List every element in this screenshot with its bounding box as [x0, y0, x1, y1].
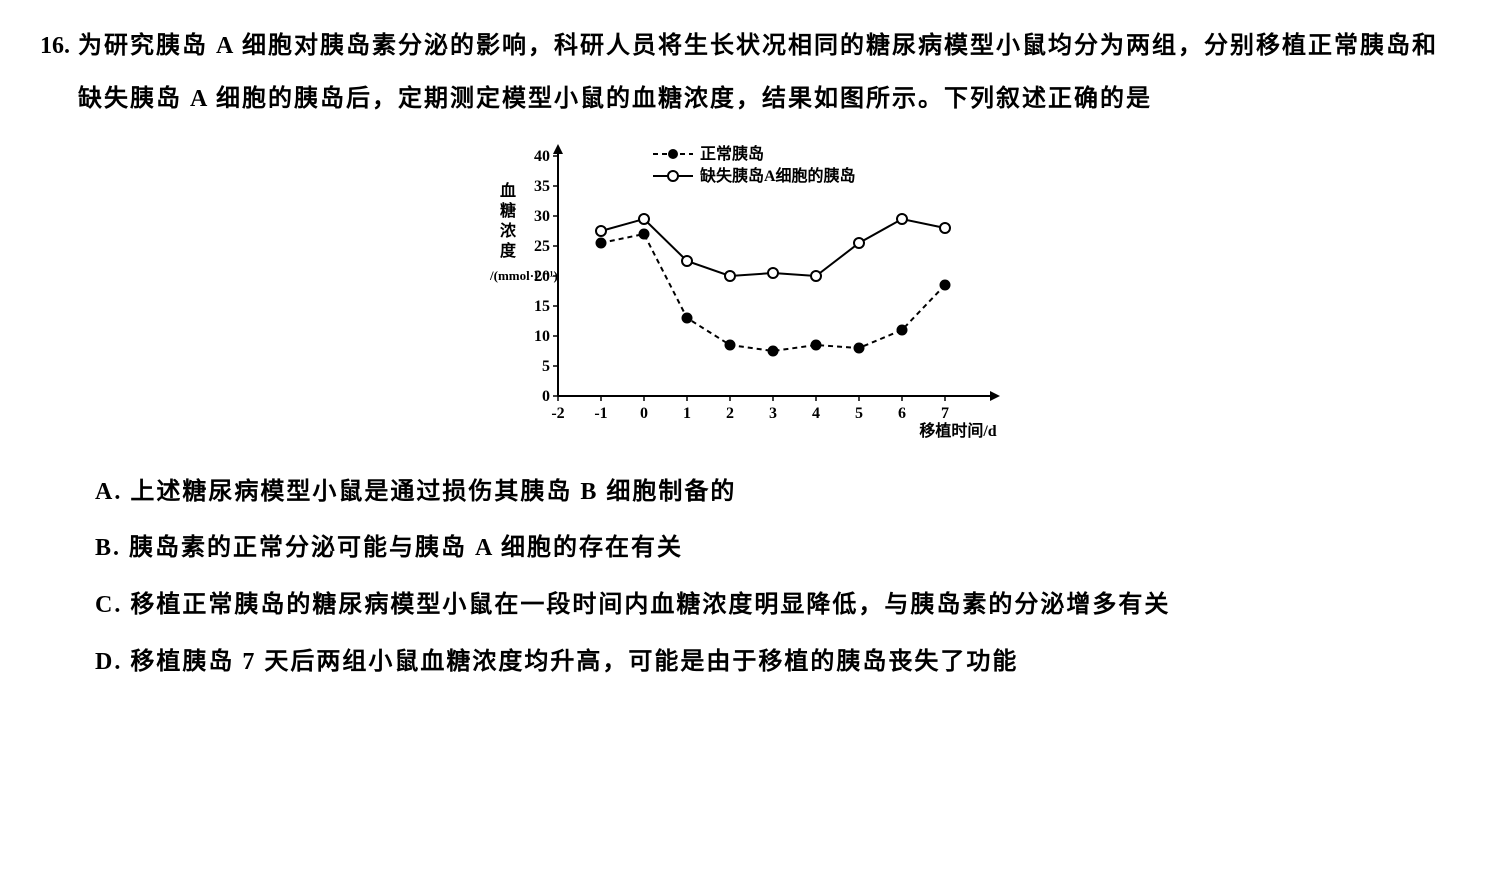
- svg-text:7: 7: [941, 405, 949, 422]
- option-b: B. 胰岛素的正常分泌可能与胰岛 A 细胞的存在有关: [95, 522, 1455, 575]
- option-c: C. 移植正常胰岛的糖尿病模型小鼠在一段时间内血糖浓度明显降低，与胰岛素的分泌增…: [95, 579, 1455, 632]
- svg-text:移植时间/d: 移植时间/d: [919, 421, 996, 440]
- svg-text:糖: 糖: [499, 201, 515, 220]
- svg-text:2: 2: [726, 405, 734, 422]
- svg-text:/(mmol·L⁻¹): /(mmol·L⁻¹): [489, 268, 558, 283]
- svg-text:30: 30: [534, 208, 550, 225]
- svg-text:5: 5: [855, 405, 863, 422]
- svg-text:缺失胰岛A细胞的胰岛: 缺失胰岛A细胞的胰岛: [700, 166, 856, 185]
- svg-text:6: 6: [898, 405, 906, 422]
- svg-text:正常胰岛: 正常胰岛: [700, 144, 764, 163]
- options-list: A. 上述糖尿病模型小鼠是通过损伤其胰岛 B 细胞制备的 B. 胰岛素的正常分泌…: [40, 466, 1455, 689]
- chart-svg: 0510152025303540-2-101234567血糖浓度/(mmol·L…: [488, 136, 1008, 446]
- svg-text:4: 4: [812, 405, 820, 422]
- svg-text:0: 0: [640, 405, 648, 422]
- blood-glucose-chart: 0510152025303540-2-101234567血糖浓度/(mmol·L…: [488, 136, 1008, 446]
- question-text: 为研究胰岛 A 细胞对胰岛素分泌的影响，科研人员将生长状况相同的糖尿病模型小鼠均…: [78, 20, 1455, 126]
- svg-text:度: 度: [499, 241, 516, 260]
- svg-text:5: 5: [542, 358, 550, 375]
- question-number: 16.: [40, 20, 70, 126]
- svg-text:25: 25: [534, 238, 550, 255]
- svg-text:血: 血: [499, 181, 515, 200]
- svg-text:35: 35: [534, 178, 550, 195]
- svg-text:-2: -2: [551, 405, 564, 422]
- svg-text:15: 15: [534, 298, 550, 315]
- svg-text:1: 1: [683, 405, 691, 422]
- question-stem: 16. 为研究胰岛 A 细胞对胰岛素分泌的影响，科研人员将生长状况相同的糖尿病模…: [40, 20, 1455, 126]
- svg-text:浓: 浓: [499, 222, 516, 240]
- svg-text:10: 10: [534, 328, 550, 345]
- svg-text:-1: -1: [594, 405, 607, 422]
- svg-text:40: 40: [534, 148, 550, 165]
- svg-text:0: 0: [542, 388, 550, 405]
- option-a: A. 上述糖尿病模型小鼠是通过损伤其胰岛 B 细胞制备的: [95, 466, 1455, 519]
- option-d: D. 移植胰岛 7 天后两组小鼠血糖浓度均升高，可能是由于移植的胰岛丧失了功能: [95, 636, 1455, 689]
- chart-container: 0510152025303540-2-101234567血糖浓度/(mmol·L…: [40, 136, 1455, 446]
- svg-text:3: 3: [769, 405, 777, 422]
